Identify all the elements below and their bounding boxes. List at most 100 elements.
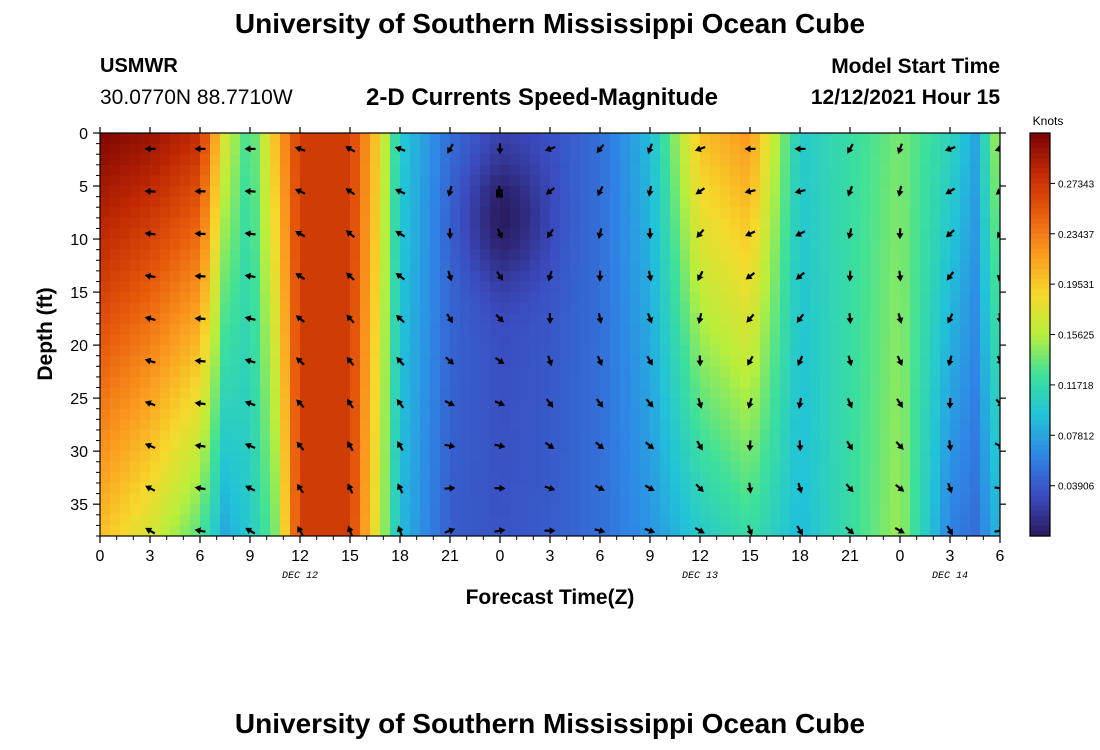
heatmap-cell (840, 249, 851, 261)
heatmap-cell (330, 345, 341, 357)
colorbar-segment (1030, 148, 1050, 154)
heatmap-cell (100, 228, 111, 240)
heatmap-cell (160, 323, 171, 336)
heatmap-cell (110, 419, 121, 431)
heatmap-cell (120, 482, 131, 495)
heatmap-cell (160, 504, 171, 516)
heatmap-cell (880, 398, 891, 410)
heatmap-cell (320, 260, 331, 272)
heatmap-cell (110, 482, 121, 495)
current-vector (194, 272, 206, 280)
heatmap-cell (710, 525, 721, 536)
heatmap-cell (520, 345, 531, 357)
heatmap-cell (850, 387, 861, 399)
heatmap-cell (570, 133, 581, 145)
heatmap-cell (700, 270, 711, 283)
heatmap-cell (120, 419, 131, 431)
colorbar-segment (1030, 485, 1050, 492)
heatmap-cell (700, 451, 711, 463)
heatmap-cell (860, 302, 871, 314)
heatmap-cell (350, 323, 361, 336)
heatmap-cell (220, 482, 231, 495)
heatmap-cell (710, 419, 721, 431)
heatmap-cell (590, 239, 601, 251)
heatmap-cell (840, 239, 851, 251)
heatmap-cell (390, 164, 401, 177)
heatmap-cell (560, 228, 571, 240)
heatmap-cell (770, 302, 781, 314)
heatmap-cell (690, 249, 701, 261)
heatmap-cell (770, 366, 781, 378)
heatmap-cell (280, 196, 291, 208)
heatmap-cell (190, 249, 201, 261)
heatmap-cell (280, 525, 291, 536)
heatmap-cell (350, 408, 361, 420)
colorbar-segment (1030, 138, 1050, 144)
heatmap-cell (570, 302, 581, 314)
heatmap-cell (500, 164, 511, 177)
heatmap-cell (400, 175, 411, 187)
heatmap-cell (410, 154, 421, 166)
heatmap-cell (960, 186, 971, 198)
heatmap-cell (340, 270, 351, 283)
heatmap-cell (890, 228, 901, 240)
heatmap-cell (900, 239, 911, 251)
heatmap-cell (590, 461, 601, 473)
heatmap-cell (800, 281, 811, 293)
heatmap-cell (370, 493, 381, 505)
heatmap-cell (780, 493, 791, 505)
heatmap-cell (310, 387, 321, 399)
heatmap-cell (800, 270, 811, 283)
heatmap-cell (410, 345, 421, 357)
heatmap-cell (810, 143, 821, 155)
current-vector (345, 188, 356, 196)
heatmap-cell (310, 429, 321, 442)
heatmap-cell (900, 249, 911, 261)
heatmap-cell (930, 323, 941, 336)
heatmap-cell (660, 323, 671, 336)
heatmap-cell (970, 408, 981, 420)
heatmap-cell (210, 525, 221, 536)
heatmap-cell (570, 334, 581, 346)
heatmap-cell (720, 175, 731, 187)
heatmap-cell (140, 451, 151, 463)
heatmap-cell (700, 355, 711, 367)
heatmap-cell (640, 217, 651, 230)
heatmap-cell (620, 504, 631, 516)
heatmap-cell (560, 398, 571, 410)
heatmap-cell (480, 525, 491, 536)
heatmap-cell (980, 196, 991, 208)
heatmap-cell (110, 302, 121, 314)
heatmap-cell (830, 154, 841, 166)
heatmap-cell (650, 154, 661, 166)
heatmap-cell (200, 207, 211, 219)
heatmap-cell (840, 164, 851, 177)
colorbar-tick-label: 0.19531 (1058, 280, 1095, 291)
heatmap-cell (240, 133, 251, 145)
heatmap-cell (310, 196, 321, 208)
heatmap-cell (370, 323, 381, 336)
heatmap-cell (290, 482, 301, 495)
heatmap-cell (270, 366, 281, 378)
heatmap-cell (170, 270, 181, 283)
colorbar-segment (1030, 344, 1050, 351)
heatmap-cell (740, 419, 751, 431)
heatmap-cell (520, 186, 531, 198)
heatmap-cell (250, 398, 261, 410)
heatmap-cell (320, 525, 331, 536)
heatmap-cell (500, 440, 511, 452)
heatmap-cell (870, 281, 881, 293)
heatmap-cell (320, 398, 331, 410)
heatmap-cell (500, 249, 511, 261)
heatmap-cell (370, 270, 381, 283)
heatmap-cell (870, 175, 881, 187)
heatmap-cell (110, 292, 121, 304)
current-vector (194, 187, 206, 195)
heatmap-cell (950, 292, 961, 304)
heatmap-cell (540, 281, 551, 293)
current-vector (444, 400, 455, 407)
heatmap-cell (770, 345, 781, 357)
heatmap-cell (370, 334, 381, 346)
heatmap-cell (300, 345, 311, 357)
heatmap-cell (450, 143, 461, 155)
